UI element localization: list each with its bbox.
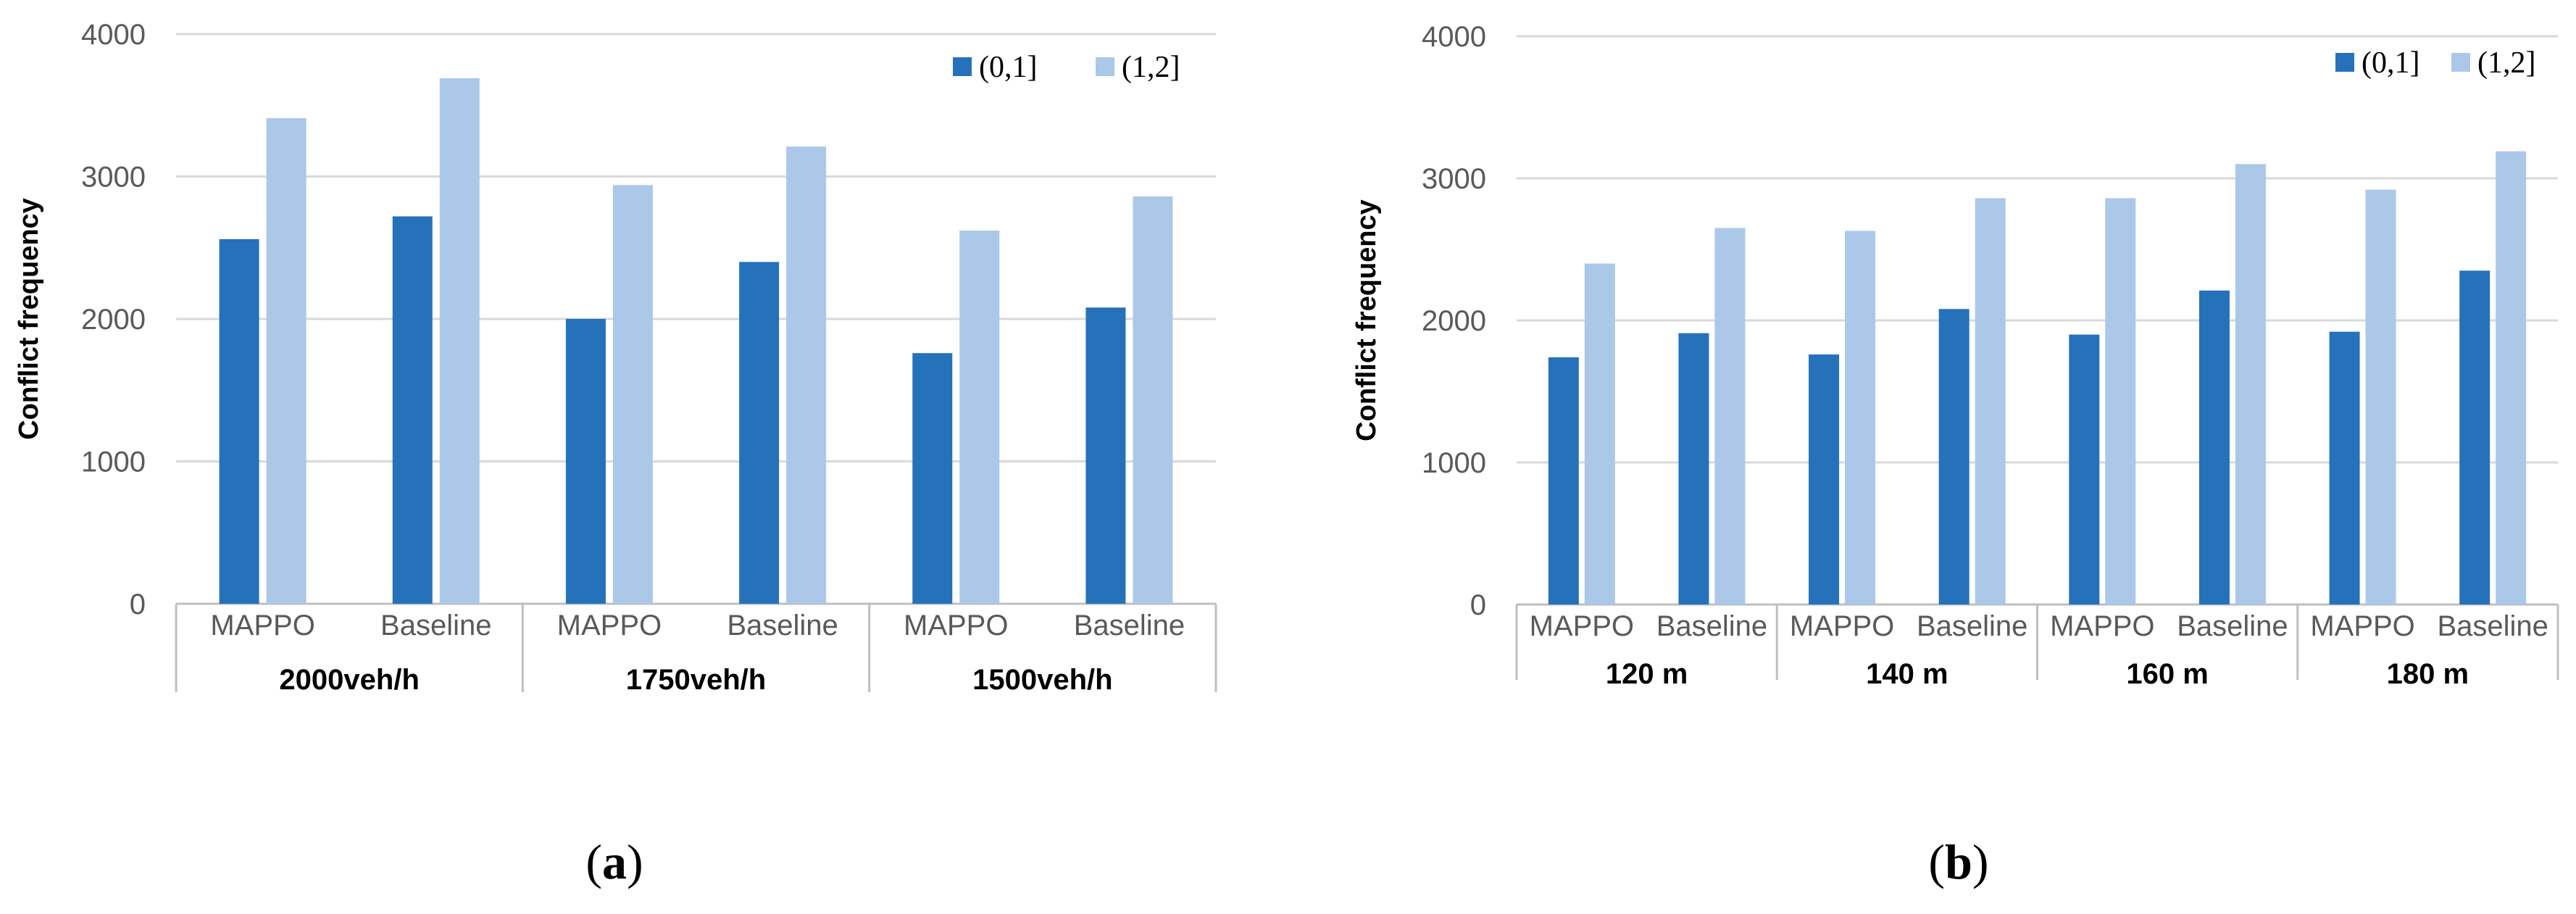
bar-series-1 — [439, 78, 480, 605]
category-label: Baseline — [1074, 610, 1185, 641]
bar-series-1 — [1975, 198, 2006, 605]
bar-series-1 — [959, 230, 1000, 604]
category-label: MAPPO — [2050, 610, 2154, 642]
bar-series-1 — [786, 146, 827, 605]
bar-series-0 — [1548, 357, 1579, 605]
bar-series-1 — [1845, 230, 1876, 605]
group-label: 1500veh/h — [972, 664, 1112, 696]
bar-series-0 — [1938, 309, 1969, 605]
y-tick-label: 1000 — [1422, 447, 1486, 479]
legend-swatch — [2335, 53, 2354, 72]
y-tick-label: 2000 — [81, 304, 146, 336]
category-label: MAPPO — [1790, 610, 1894, 642]
chart-panel-a: 0 1000 2000 3000 4000 Conflict frequency MAPPO… — [14, 19, 1217, 889]
bar-series-1 — [1133, 196, 1173, 604]
y-axis-label: Conflict frequency — [14, 198, 44, 440]
y-tick-label: 2000 — [1422, 305, 1486, 337]
category-label: Baseline — [2437, 610, 2548, 642]
group-label: 2000veh/h — [279, 664, 419, 696]
legend-label: (1,2] — [1122, 51, 1180, 84]
bar-series-1 — [2496, 151, 2527, 605]
panel-label: (b) — [1928, 834, 1988, 889]
bar-series-0 — [1678, 333, 1709, 605]
category-label: Baseline — [1917, 610, 2027, 642]
bar-series-0 — [2069, 334, 2100, 605]
bar-series-0 — [219, 238, 259, 604]
legend-label: (1,2] — [2477, 46, 2535, 80]
group-label: 180 m — [2387, 658, 2469, 690]
bar-series-0 — [1809, 354, 1840, 605]
category-label: MAPPO — [904, 610, 1008, 641]
legend-label: (0,1] — [979, 51, 1037, 84]
y-tick-label: 3000 — [81, 162, 146, 194]
group-label: 160 m — [2126, 658, 2208, 690]
panel-label: (a) — [585, 834, 643, 889]
legend-swatch — [1096, 57, 1114, 76]
y-tick-label: 4000 — [1422, 21, 1486, 53]
bar-series-0 — [2329, 331, 2360, 605]
category-label: MAPPO — [2310, 610, 2414, 642]
category-label: Baseline — [2177, 610, 2288, 642]
y-tick-label: 3000 — [1422, 163, 1486, 195]
bar-series-0 — [565, 319, 606, 604]
bar-series-1 — [1714, 228, 1746, 605]
bar-series-1 — [2105, 198, 2136, 605]
category-label: Baseline — [727, 610, 838, 641]
bar-series-0 — [912, 353, 953, 604]
category-label: MAPPO — [1530, 610, 1634, 642]
bar-series-1 — [2235, 164, 2266, 605]
bar-series-0 — [2198, 290, 2230, 605]
bar-series-0 — [392, 216, 433, 604]
y-tick-label: 4000 — [81, 19, 146, 51]
bar-series-0 — [2459, 270, 2490, 605]
group-label: 120 m — [1606, 658, 1688, 690]
legend-swatch — [953, 57, 972, 76]
bar-series-1 — [612, 185, 653, 605]
y-tick-label: 0 — [1470, 589, 1486, 621]
legend-label: (0,1] — [2362, 46, 2419, 80]
bar-series-0 — [1085, 307, 1126, 604]
y-tick-label: 1000 — [81, 446, 146, 478]
category-label: Baseline — [380, 610, 491, 641]
group-label: 140 m — [1866, 658, 1948, 690]
category-label: MAPPO — [210, 610, 314, 641]
category-label: MAPPO — [557, 610, 662, 641]
bar-series-1 — [1584, 263, 1615, 605]
category-label: Baseline — [1656, 610, 1767, 642]
y-axis-label: Conflict frequency — [1351, 199, 1382, 441]
legend-swatch — [2451, 53, 2470, 72]
bar-series-0 — [739, 262, 780, 604]
y-tick-label: 0 — [130, 589, 146, 620]
bar-series-1 — [266, 117, 307, 604]
bar-series-1 — [2365, 189, 2396, 605]
group-label: 1750veh/h — [626, 664, 766, 696]
chart-panel-b: 0 1000 2000 3000 4000 Conflict frequency MAPPO… — [1351, 21, 2559, 889]
